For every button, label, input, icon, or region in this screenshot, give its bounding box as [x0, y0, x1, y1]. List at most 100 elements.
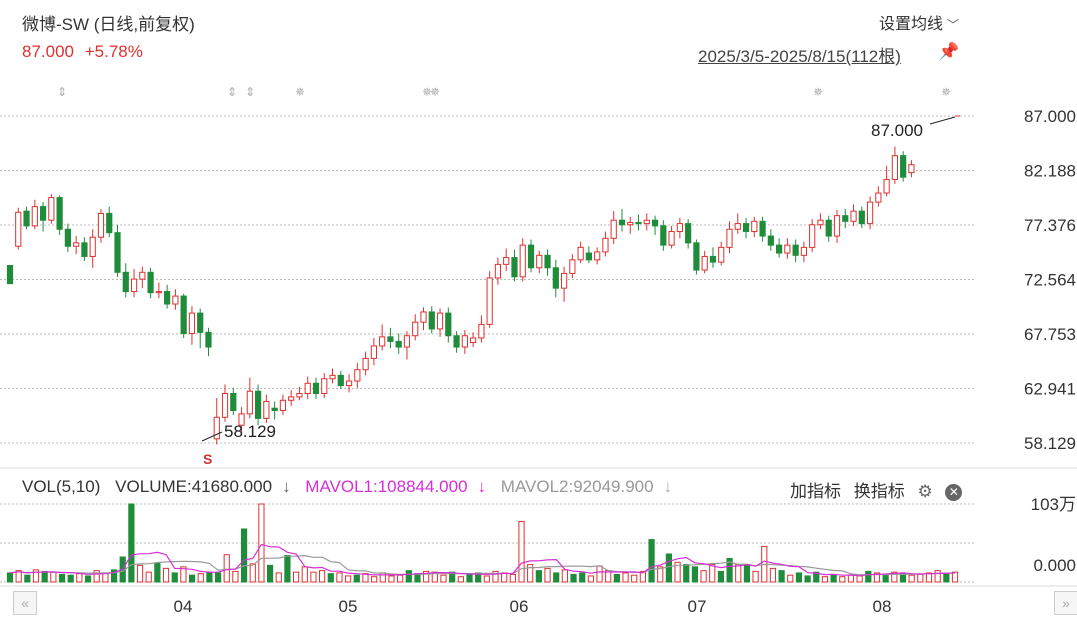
candlestick	[122, 263, 129, 298]
volume-grid	[0, 503, 975, 583]
mavol1-line	[9, 543, 956, 577]
date-range-link[interactable]: 2025/3/5-2025/8/15(112根)	[698, 47, 901, 66]
event-marker[interactable]: ✵	[813, 85, 823, 99]
candlestick	[403, 331, 411, 360]
volume-bar	[709, 564, 716, 583]
change-percent: +5.78%	[84, 42, 143, 61]
volume-bar	[249, 563, 256, 583]
event-marker[interactable]: ⇕	[57, 85, 67, 99]
volume-bar	[657, 566, 664, 583]
volume-bar	[813, 571, 820, 583]
event-marker[interactable]: ⇕	[245, 85, 255, 99]
candlestick	[693, 239, 700, 275]
time-axis-labels: 04 05 06 07 08	[174, 597, 892, 616]
pin-icon[interactable]: 📌	[938, 42, 960, 61]
volume-bar	[665, 553, 672, 583]
candlestick	[288, 390, 295, 406]
volume-tick-label: 103万	[1031, 495, 1076, 514]
volume-bar	[691, 566, 699, 583]
candlestick	[784, 238, 791, 259]
price-tick-label: 82.188	[1024, 162, 1076, 181]
candlestick	[726, 221, 733, 254]
candlestick	[354, 362, 361, 388]
double-chevron-left-icon[interactable]: «	[13, 591, 37, 615]
volume-bar	[171, 572, 178, 583]
volume-bar	[674, 561, 681, 583]
price-tick-label: 77.376	[1024, 216, 1076, 235]
volume-bar	[93, 570, 100, 583]
candlestick	[31, 199, 38, 230]
candlestick	[81, 237, 88, 261]
event-marker[interactable]: ✵	[941, 85, 951, 99]
candlestick	[23, 206, 30, 230]
event-marker[interactable]: ✵	[430, 85, 440, 99]
candlestick	[701, 250, 708, 274]
candlestick	[337, 370, 344, 389]
volume-bar	[596, 565, 603, 583]
volume-bar	[700, 570, 707, 583]
candlestick	[875, 186, 882, 207]
close-icon[interactable]: ✕	[945, 484, 963, 501]
double-chevron-right-icon[interactable]: »	[1054, 591, 1077, 615]
volume-axis-labels: 103万 0.000	[1031, 495, 1076, 575]
candlestick	[246, 377, 253, 419]
switch-indicator-button[interactable]: 换指标	[853, 482, 905, 501]
volume-bar	[726, 558, 733, 583]
candlestick	[436, 308, 444, 337]
volume-bar	[795, 572, 803, 583]
price-tick-label: 58.129	[1024, 434, 1076, 453]
candlestick	[420, 307, 427, 331]
gear-icon[interactable]: ⚙	[917, 482, 933, 501]
candlestick	[569, 254, 576, 278]
candlestick	[56, 195, 63, 235]
candlestick	[627, 216, 634, 234]
candlestick	[312, 377, 320, 400]
candlestick	[279, 394, 287, 416]
volume-bar	[535, 570, 542, 583]
chevron-down-icon: ﹀	[946, 18, 959, 32]
candlestick	[776, 238, 783, 258]
candlestick	[651, 215, 659, 235]
volume-bar	[110, 569, 118, 583]
month-tick-label: 05	[339, 597, 358, 616]
volume-bar	[683, 564, 690, 583]
volume-bar	[717, 570, 725, 583]
candlestick	[742, 217, 750, 239]
add-indicator-button[interactable]: 加指标	[790, 482, 841, 501]
volume-bar	[353, 574, 360, 583]
volume-bar	[310, 571, 317, 583]
candlestick	[866, 196, 874, 230]
candlestick	[271, 401, 278, 420]
candlestick	[453, 331, 460, 353]
volume-bar	[405, 570, 412, 583]
volume-bar	[6, 572, 14, 583]
candlestick	[809, 219, 816, 252]
volume-bar	[145, 571, 152, 583]
candlestick	[842, 208, 849, 229]
event-marker[interactable]: ✵	[295, 85, 305, 99]
volume-bar	[613, 573, 620, 583]
volume-bar	[128, 503, 135, 583]
arrow-down-icon: ↓	[282, 477, 291, 496]
indicator-controls: 加指标 换指标 ⚙ ✕	[790, 477, 970, 502]
candlestick	[387, 327, 394, 349]
volume-bar	[206, 571, 213, 583]
volume-bar	[336, 572, 343, 583]
volume-bar	[908, 574, 915, 583]
volume-bar	[934, 570, 941, 583]
price-tick-label: 62.941	[1024, 379, 1076, 398]
set-ma-button[interactable]: 设置均线 ﹀	[879, 10, 959, 34]
price-axis-labels: 87.000 82.188 77.376 72.564 67.753 62.941 58.1…	[1024, 107, 1076, 453]
volume-bar	[180, 566, 187, 583]
event-marker[interactable]: ⇕	[227, 85, 237, 99]
volume-bar	[32, 569, 40, 583]
volume-bar	[553, 572, 560, 583]
volume-bar	[214, 572, 222, 583]
volume-bar	[951, 571, 959, 583]
candlestick	[445, 307, 452, 343]
event-marker[interactable]: ✵	[422, 85, 432, 99]
candlestick	[800, 241, 808, 263]
price-tick-label: 67.753	[1024, 325, 1076, 344]
price-tick-label: 87.000	[1024, 107, 1076, 126]
